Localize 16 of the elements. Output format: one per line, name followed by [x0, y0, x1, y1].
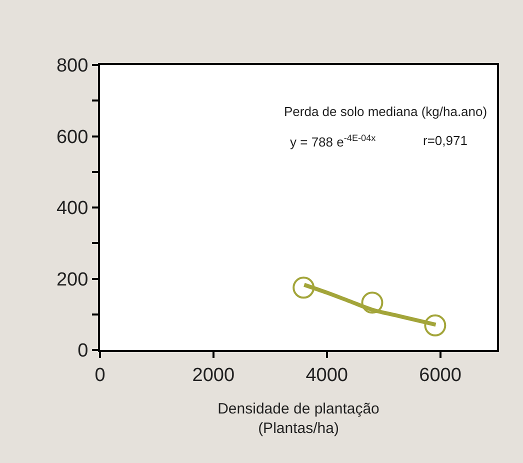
x-tick-label: 4000 [306, 364, 348, 386]
annotation: y = 788 e$^{-4E-04x}$ [290, 133, 376, 150]
y-tick-label: 400 [56, 198, 88, 220]
annotation: r=0,971 [423, 133, 468, 148]
x-tick-label: 2000 [192, 364, 235, 386]
y-tick-label: 800 [56, 56, 88, 77]
x-tick-label: 6000 [419, 364, 462, 386]
y-tick-label: 0 [78, 340, 88, 362]
point [424, 314, 446, 336]
x-tick-label: 0 [94, 364, 106, 386]
x-axis-title: Densidade de plantação (Plantas/ha) [218, 400, 380, 437]
annotation: Perda de solo mediana (kg/ha.ano) [284, 104, 488, 119]
y-tick-label: 600 [56, 126, 88, 148]
point [292, 276, 315, 299]
point [361, 292, 384, 314]
y-tick-label: 200 [56, 269, 88, 290]
